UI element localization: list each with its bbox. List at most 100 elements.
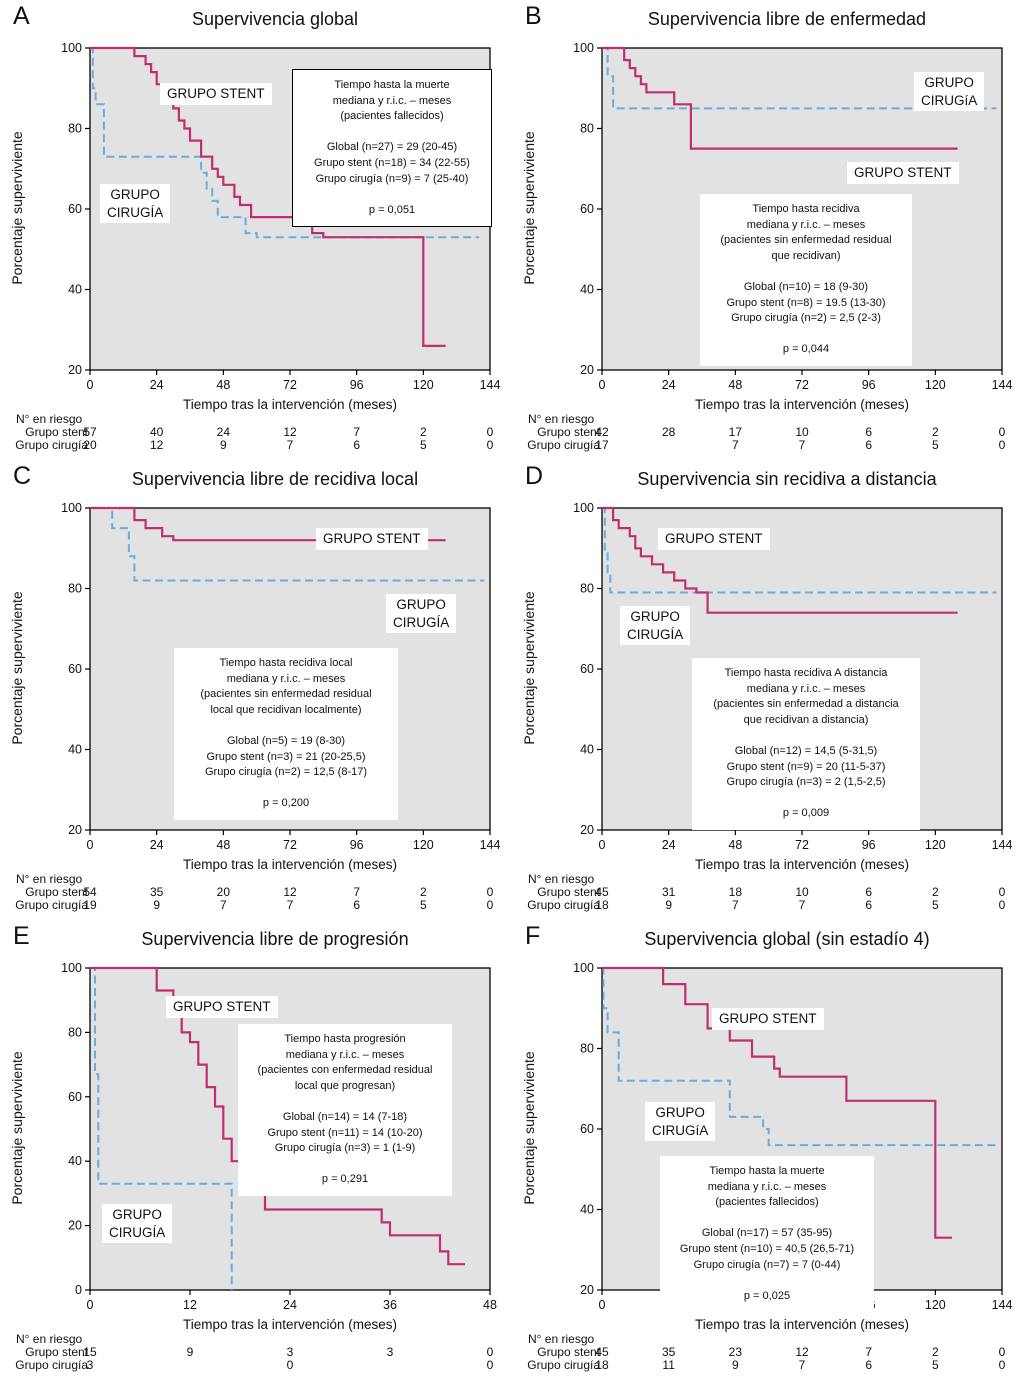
x-tick-label: 0: [599, 378, 606, 392]
risk-row-label: Grupo cirugía: [527, 438, 600, 452]
stent-series-label: GRUPO STENT: [658, 528, 770, 550]
risk-count: 24: [216, 425, 231, 439]
panel-letter: F: [525, 922, 541, 950]
y-tick-label: 60: [68, 202, 82, 216]
plot-area: 0 20 40 60 80 100 0 12 24 36 48 GRUPO STENT GRUPO …: [50, 961, 500, 1314]
y-tick-label: 100: [61, 41, 82, 55]
risk-row-label: Grupo cirugía: [15, 1358, 88, 1372]
cirugia-curve: [90, 507, 485, 582]
x-axis-label: Tiempo tras la intervención (meses): [694, 857, 910, 872]
stent-curve: [90, 506, 446, 542]
y-axis-label: Porcentaje superviviente: [9, 131, 25, 285]
risk-row-stent: Grupo stent 42 28 17 10 6 2 0: [512, 426, 1024, 439]
risk-count: 5: [931, 1358, 939, 1372]
risk-count: 12: [283, 425, 297, 439]
risk-count: 6: [865, 438, 872, 452]
risk-count: 0: [286, 1358, 294, 1372]
y-axis-label: Porcentaje superviviente: [521, 591, 537, 745]
risk-count: 9: [731, 1358, 739, 1372]
x-tick-label: 120: [925, 838, 946, 852]
cirugia-curve: [90, 967, 233, 1290]
y-tick-label: 100: [573, 501, 594, 515]
risk-count: 12: [795, 1345, 809, 1359]
panel-title: Supervivencia sin recidiva a distancia: [637, 469, 937, 489]
risk-table: N° en riesgo Grupo stent 45 35 23 12 7 2 0 Gru…: [512, 1333, 1024, 1372]
risk-table: N° en riesgo Grupo stent 54 35 20 12 7 2 0 Gru…: [0, 873, 512, 912]
x-axis-label: Tiempo tras la intervención (meses): [182, 857, 398, 872]
risk-count: 0: [486, 1358, 494, 1372]
risk-row-cirugia: Grupo cirugía 18 11 9 7 6 5 0: [512, 1359, 1024, 1372]
risk-row-stent: Grupo stent 45 35 23 12 7 2 0: [512, 1346, 1024, 1359]
risk-count: 7: [353, 885, 360, 899]
y-tick-label: 60: [580, 202, 594, 216]
risk-count: 7: [865, 1345, 872, 1359]
plot-area: 20 40 60 80 100 0 24 48 72 96 120 144 GRUPO STENT G…: [50, 501, 501, 854]
plot-area: 20 40 60 80 100 0 24 48 72 96 120 144 GRUPO STENT G…: [50, 41, 500, 394]
stent-series-label: GRUPO STENT: [160, 83, 272, 105]
panel-d: D Supervivencia sin recidiva a distancia…: [512, 460, 1024, 920]
y-tick-label: 80: [68, 122, 82, 136]
risk-count: 7: [286, 898, 294, 912]
cirugia-curve: [602, 507, 997, 594]
risk-count: 54: [83, 885, 97, 899]
x-tick-label: 144: [992, 838, 1013, 852]
risk-row-label: Grupo cirugía: [527, 1358, 600, 1372]
cirugia-curve: [602, 967, 997, 1147]
risk-count: 10: [795, 425, 809, 439]
risk-row-counts: 17 7 7 6 5 0: [512, 439, 1024, 452]
risk-row-label: Grupo stent: [537, 885, 600, 899]
x-tick-label: 96: [350, 838, 364, 852]
risk-count: 6: [353, 438, 360, 452]
x-tick-label: 120: [925, 378, 946, 392]
risk-count: 6: [865, 1358, 872, 1372]
risk-count: 12: [149, 438, 164, 452]
x-tick-label: 144: [480, 838, 501, 852]
risk-header: N° en riesgo: [528, 872, 595, 886]
risk-count: 5: [419, 898, 427, 912]
y-tick-label: 0: [75, 1283, 82, 1297]
risk-row-label: Grupo cirugía: [527, 898, 600, 912]
stent-series-label: GRUPO STENT: [847, 162, 959, 184]
risk-count: 9: [219, 438, 227, 452]
risk-count: 2: [419, 885, 427, 899]
panel-letter: B: [525, 2, 542, 30]
risk-count: 42: [595, 425, 609, 439]
panel-title: Supervivencia global: [191, 9, 359, 29]
risk-table: N° en riesgo Grupo stent 57 40 24 12 7 2 0 Gru…: [0, 413, 512, 452]
risk-row-counts: 20 12 9 7 6 5 0: [0, 439, 512, 452]
panel-b: B Supervivencia libre de enfermedad Porc…: [512, 0, 1024, 460]
y-axis-label: Porcentaje superviviente: [521, 1051, 537, 1205]
y-tick-label: 100: [573, 961, 594, 975]
risk-count: 12: [283, 885, 297, 899]
risk-row-label: Grupo stent: [25, 425, 88, 439]
y-tick-label: 80: [68, 582, 82, 596]
risk-table: N° en riesgo Grupo stent 45 31 18 10 6 2 0 Gru…: [512, 873, 1024, 912]
risk-count: 0: [486, 1345, 494, 1359]
x-tick-label: 72: [795, 378, 809, 392]
x-tick-label: 24: [283, 1298, 297, 1312]
y-tick-label: 60: [580, 662, 594, 676]
risk-count: 2: [419, 425, 427, 439]
cirugia-series-label: GRUPO CIRUGíA: [914, 72, 985, 112]
x-tick-label: 144: [992, 1298, 1013, 1312]
x-tick-label: 120: [413, 838, 434, 852]
risk-count: 7: [219, 898, 227, 912]
risk-count: 35: [149, 885, 164, 899]
risk-table: N° en riesgo Grupo stent 42 28 17 10 6 2 0 Gru…: [512, 413, 1024, 452]
risk-count: 2: [931, 1345, 939, 1359]
x-tick-label: 144: [992, 378, 1013, 392]
y-tick-label: 60: [68, 1090, 82, 1104]
risk-row-label: Grupo stent: [537, 1345, 600, 1359]
risk-row-counts: 19 9 7 7 6 5 0: [0, 899, 512, 912]
risk-count: 9: [665, 898, 672, 912]
cirugia-series-label: GRUPO CIRUGÍA: [100, 184, 171, 224]
x-tick-label: 96: [862, 838, 876, 852]
x-tick-label: 48: [728, 838, 742, 852]
risk-count: 40: [149, 425, 164, 439]
y-tick-label: 20: [580, 363, 594, 377]
risk-header: N° en riesgo: [16, 412, 83, 426]
stent-curve: [602, 966, 952, 1239]
risk-count: 15: [83, 1345, 97, 1359]
x-tick-label: 24: [662, 838, 676, 852]
